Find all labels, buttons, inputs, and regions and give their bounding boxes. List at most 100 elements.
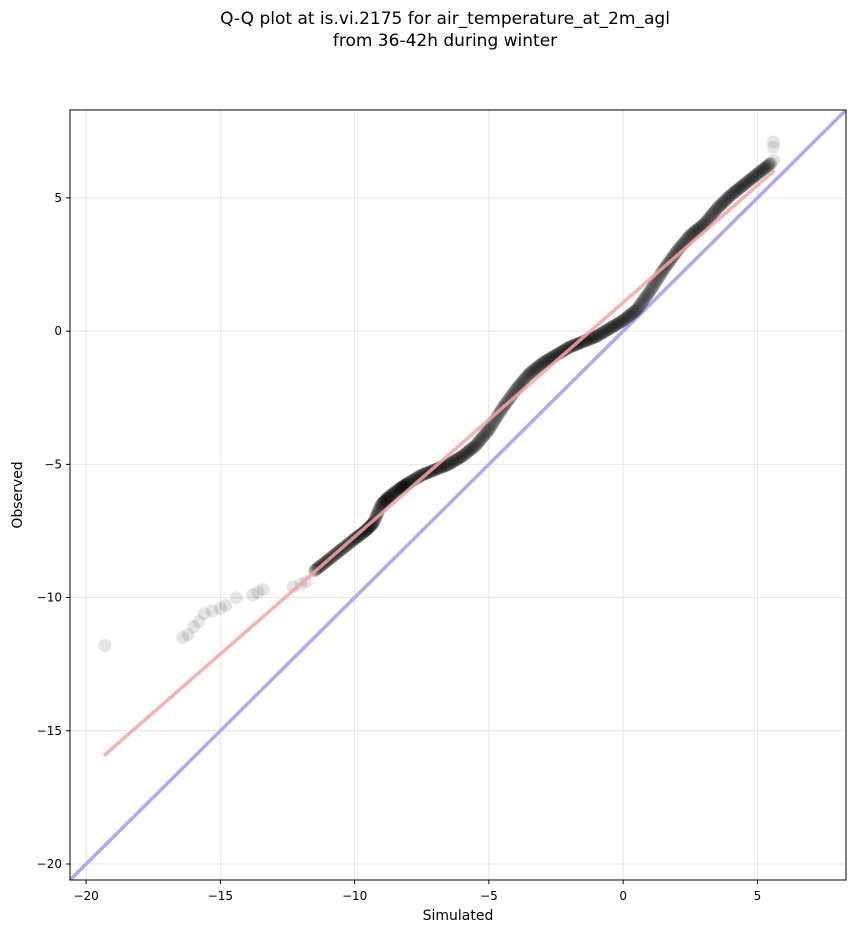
- data-point: [524, 365, 538, 379]
- data-point: [629, 304, 643, 318]
- data-point: [380, 492, 394, 506]
- data-point: [365, 518, 379, 532]
- data-point: [394, 481, 408, 495]
- data-point: [685, 227, 699, 241]
- data-point: [380, 492, 394, 506]
- data-point: [459, 446, 473, 460]
- data-point: [607, 319, 621, 333]
- data-point: [560, 342, 574, 356]
- data-point: [619, 311, 633, 325]
- data-point: [451, 452, 465, 466]
- data-point: [251, 585, 265, 599]
- data-point: [589, 329, 603, 343]
- data-point: [635, 295, 649, 309]
- data-point: [462, 444, 476, 458]
- data-point: [359, 523, 373, 537]
- data-point: [586, 331, 600, 345]
- data-point: [639, 290, 653, 304]
- data-point: [728, 184, 742, 198]
- data-point: [751, 166, 765, 180]
- data-point: [724, 187, 738, 201]
- data-point: [378, 494, 392, 508]
- data-point: [606, 320, 620, 334]
- chart-title: Q-Q plot at is.vi.2175 for air_temperatu…: [0, 8, 854, 52]
- data-point: [752, 165, 766, 179]
- data-point: [526, 364, 540, 378]
- data-point: [738, 177, 752, 191]
- data-point: [588, 330, 602, 344]
- data-point: [559, 342, 573, 356]
- data-point: [632, 299, 646, 313]
- data-point: [710, 202, 724, 216]
- data-point: [628, 304, 642, 318]
- data-point: [621, 310, 635, 324]
- data-point: [620, 310, 634, 324]
- data-point: [617, 313, 631, 327]
- data-point: [480, 425, 494, 439]
- data-point: [558, 343, 572, 357]
- data-point: [758, 161, 772, 175]
- data-point: [360, 523, 374, 537]
- data-point: [683, 228, 697, 242]
- data-point: [747, 170, 761, 184]
- data-point: [464, 443, 478, 457]
- data-point: [767, 154, 781, 168]
- data-point: [757, 162, 771, 176]
- data-point: [528, 362, 542, 376]
- data-point: [452, 451, 466, 465]
- data-point: [393, 481, 407, 495]
- data-point: [739, 176, 753, 190]
- data-point: [734, 180, 748, 194]
- data-point: [384, 488, 398, 502]
- data-point: [645, 281, 659, 295]
- data-point: [587, 330, 601, 344]
- data-point: [181, 628, 195, 642]
- data-point: [733, 181, 747, 195]
- data-point: [390, 484, 404, 498]
- plot-frame: [69, 109, 847, 881]
- data-point: [534, 358, 548, 372]
- data-point: [363, 519, 377, 533]
- data-point: [472, 434, 486, 448]
- data-point: [622, 309, 636, 323]
- data-point: [376, 496, 390, 510]
- data-point: [357, 525, 371, 539]
- data-point: [441, 458, 455, 472]
- data-point: [375, 497, 389, 511]
- data-point: [443, 457, 457, 471]
- data-point: [444, 456, 458, 470]
- data-point: [709, 203, 723, 217]
- reference-lines: [70, 110, 846, 880]
- y-axis-ticks: −20 −15 −10 −5 0 5: [37, 191, 70, 871]
- data-point: [631, 300, 645, 314]
- data-point: [539, 354, 553, 368]
- data-point: [744, 172, 758, 186]
- data-point: [192, 615, 206, 629]
- data-point: [531, 360, 545, 374]
- data-point: [355, 526, 369, 540]
- data-point: [515, 375, 529, 389]
- data-point: [743, 173, 757, 187]
- data-point: [461, 445, 475, 459]
- data-point: [715, 197, 729, 211]
- data-point: [385, 488, 399, 502]
- data-point: [219, 599, 233, 613]
- data-point: [641, 287, 655, 301]
- data-point: [360, 522, 374, 536]
- data-point: [626, 306, 640, 320]
- data-point: [246, 588, 260, 602]
- x-tick-label: −5: [480, 889, 498, 903]
- data-point: [592, 328, 606, 342]
- data-point: [429, 462, 443, 476]
- data-point: [735, 179, 749, 193]
- data-point: [533, 358, 547, 372]
- data-point: [708, 204, 722, 218]
- x-tick-label: −15: [208, 889, 233, 903]
- data-point: [503, 391, 517, 405]
- data-point: [745, 172, 759, 186]
- data-point: [463, 443, 477, 457]
- data-point: [449, 453, 463, 467]
- data-point: [358, 524, 372, 538]
- data-point: [610, 317, 624, 331]
- data-point: [519, 370, 533, 384]
